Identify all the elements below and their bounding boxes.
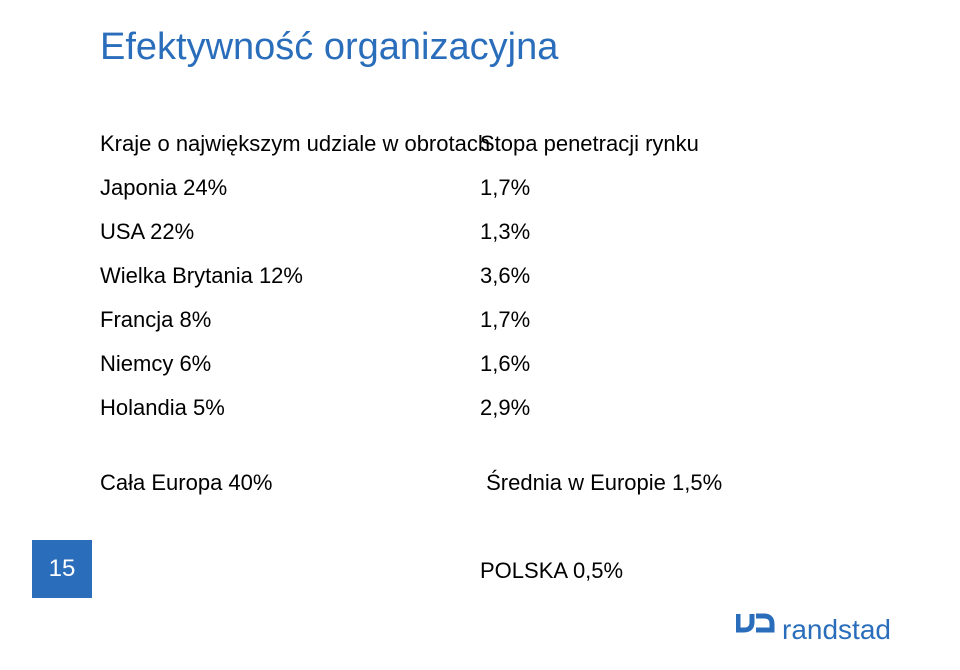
cell-right: 1,6% (480, 351, 780, 377)
randstad-logo: randstad (736, 608, 936, 652)
table-row: Wielka Brytania 12% 3,6% (100, 254, 780, 298)
cell-left: Kraje o największym udziale w obrotach (100, 131, 480, 157)
cell-left: USA 22% (100, 219, 480, 245)
logo-icon (738, 614, 772, 630)
table-row: Holandia 5% 2,9% (100, 386, 780, 430)
table-row: Francja 8% 1,7% (100, 298, 780, 342)
cell-right: 1,7% (480, 307, 780, 333)
cell-left: Niemcy 6% (100, 351, 480, 377)
cell-left: Francja 8% (100, 307, 480, 333)
cell-right: Stopa penetracji rynku (480, 131, 780, 157)
table-row: Niemcy 6% 1,6% (100, 342, 780, 386)
cell-right: 3,6% (480, 263, 780, 289)
table-row: Kraje o największym udziale w obrotach S… (100, 122, 780, 166)
data-table: Kraje o największym udziale w obrotach S… (100, 122, 780, 430)
slide-title: Efektywność organizacyjna (100, 26, 558, 69)
summary-right: Średnia w Europie 1,5% (486, 470, 786, 496)
logo-text: randstad (782, 614, 891, 645)
cell-right: 2,9% (480, 395, 780, 421)
polska-text: POLSKA 0,5% (480, 558, 623, 584)
page-number-box: 15 (32, 540, 92, 598)
summary-row: Cała Europa 40% Średnia w Europie 1,5% (100, 470, 786, 496)
summary-left: Cała Europa 40% (100, 470, 480, 496)
cell-left: Holandia 5% (100, 395, 480, 421)
cell-right: 1,7% (480, 175, 780, 201)
page-number: 15 (49, 555, 76, 583)
cell-right: 1,3% (480, 219, 780, 245)
table-row: USA 22% 1,3% (100, 210, 780, 254)
logo-svg: randstad (736, 608, 936, 652)
table-row: Japonia 24% 1,7% (100, 166, 780, 210)
slide: Efektywność organizacyjna Kraje o najwię… (0, 0, 960, 670)
cell-left: Wielka Brytania 12% (100, 263, 480, 289)
cell-left: Japonia 24% (100, 175, 480, 201)
